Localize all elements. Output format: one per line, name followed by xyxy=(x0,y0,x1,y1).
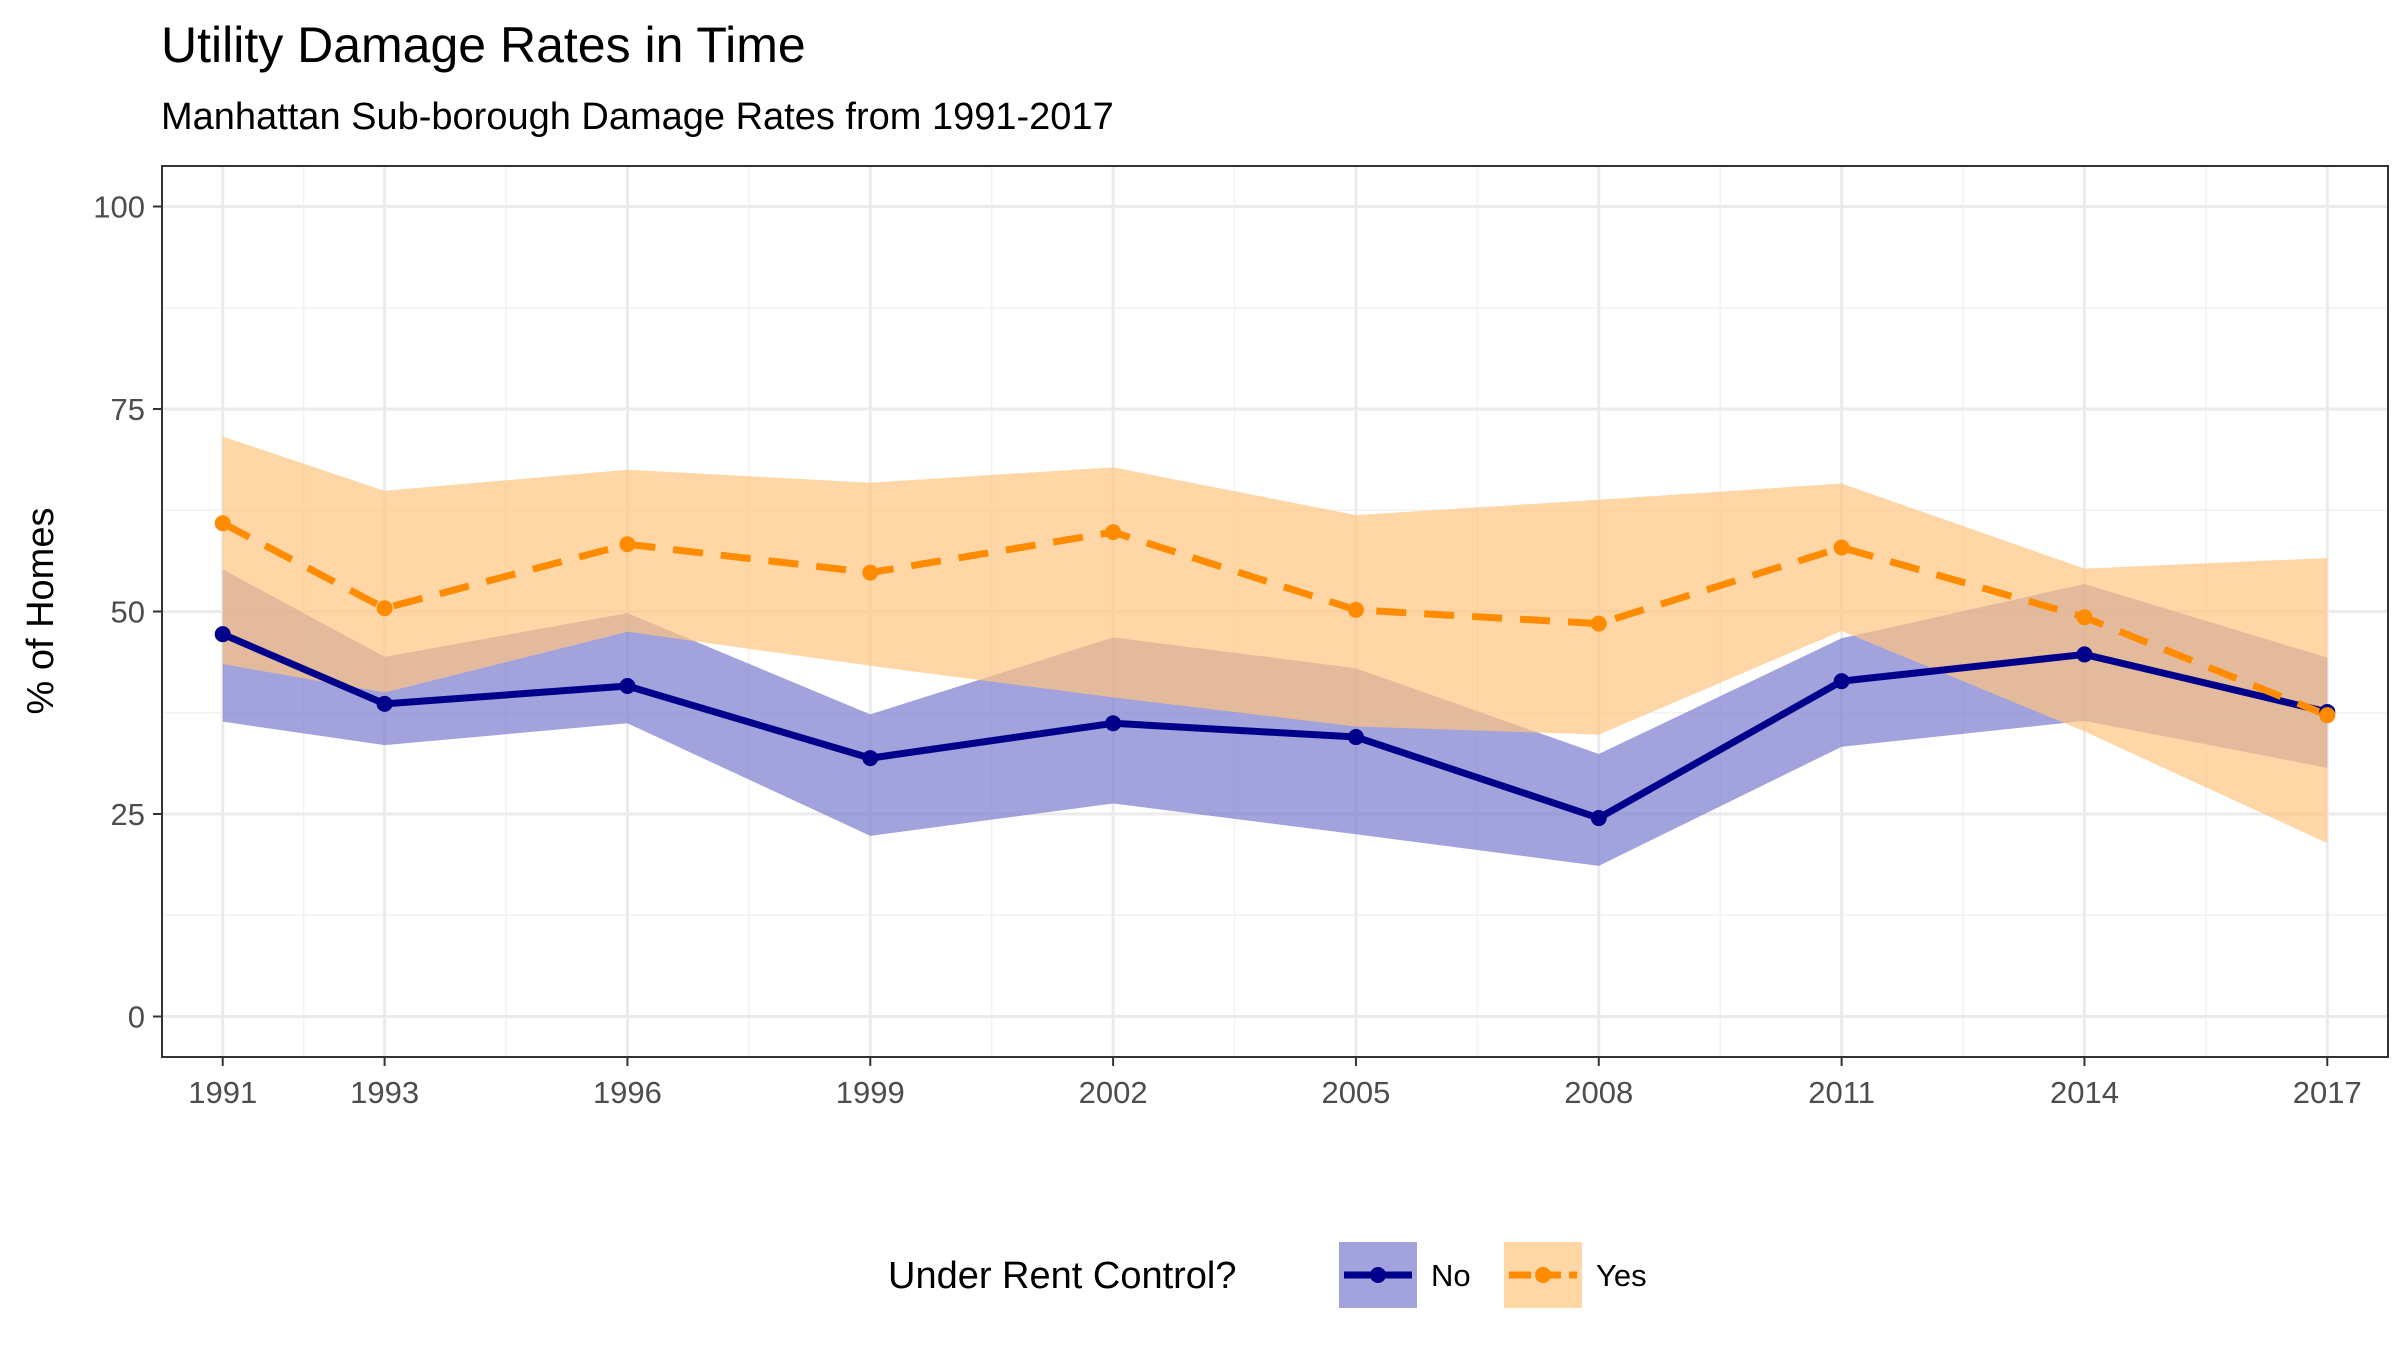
point-no-2002 xyxy=(1105,715,1122,732)
x-tick-label: 1999 xyxy=(836,1075,905,1110)
y-tick-label: 100 xyxy=(93,190,145,225)
x-tick-label: 1993 xyxy=(350,1075,419,1110)
point-yes-1991 xyxy=(214,515,231,532)
point-no-1993 xyxy=(376,695,393,712)
point-yes-2017 xyxy=(2319,707,2336,724)
legend-item-yes: Yes xyxy=(1504,1242,1647,1308)
x-tick-label: 2017 xyxy=(2293,1075,2362,1110)
y-tick-label: 50 xyxy=(111,595,145,630)
point-yes-2014 xyxy=(2076,609,2093,626)
legend-entries: No Yes xyxy=(1339,1242,1647,1308)
line-no xyxy=(221,630,2329,822)
legend-key-point-no xyxy=(1370,1267,1386,1283)
x-tick-label: 2014 xyxy=(2050,1075,2119,1110)
point-no-2014 xyxy=(2076,646,2093,663)
point-no-1999 xyxy=(862,750,879,767)
point-no-2005 xyxy=(1347,729,1364,746)
x-tick-label: 1991 xyxy=(188,1075,257,1110)
point-no-2011 xyxy=(1833,673,1850,690)
x-tick-label: 2002 xyxy=(1079,1075,1148,1110)
y-tick-label: 75 xyxy=(111,392,145,427)
legend: Under Rent Control? No Yes xyxy=(888,1242,1647,1308)
x-tick-label: 2011 xyxy=(1808,1075,1875,1110)
ribbon-yes xyxy=(222,436,2328,844)
series-lines xyxy=(221,520,2329,822)
point-no-1991 xyxy=(214,626,231,643)
legend-title: Under Rent Control? xyxy=(888,1255,1237,1297)
chart-title: Utility Damage Rates in Time xyxy=(161,17,806,73)
point-yes-1999 xyxy=(862,564,879,581)
x-tick-label: 2005 xyxy=(1321,1075,1390,1110)
line-yes xyxy=(221,520,2329,719)
legend-key-point-yes xyxy=(1535,1267,1551,1283)
chart-subtitle: Manhattan Sub-borough Damage Rates from … xyxy=(161,96,1114,138)
point-no-1996 xyxy=(619,678,636,695)
x-tick-label: 2008 xyxy=(1564,1075,1633,1110)
legend-label-yes: Yes xyxy=(1596,1258,1647,1293)
point-yes-1993 xyxy=(376,600,393,617)
point-yes-2011 xyxy=(1833,539,1850,556)
y-tick-label: 0 xyxy=(128,1000,145,1035)
point-yes-2005 xyxy=(1347,601,1364,618)
series-points xyxy=(214,515,2336,827)
x-tick-label: 1996 xyxy=(593,1075,662,1110)
ribbon-no xyxy=(222,569,2328,866)
axes: 0 25 50 75 100 1991 1993 1996 1999 2002 2005 2008 20… xyxy=(93,190,2362,1111)
confidence-ribbons xyxy=(222,436,2328,866)
y-tick-label: 25 xyxy=(111,797,145,832)
point-yes-2002 xyxy=(1105,524,1122,541)
point-yes-1996 xyxy=(619,536,636,553)
point-no-2008 xyxy=(1590,810,1607,827)
legend-item-no: No xyxy=(1339,1242,1471,1308)
legend-label-no: No xyxy=(1431,1258,1471,1293)
point-yes-2008 xyxy=(1590,615,1607,632)
y-axis-title: % of Homes xyxy=(20,508,62,715)
